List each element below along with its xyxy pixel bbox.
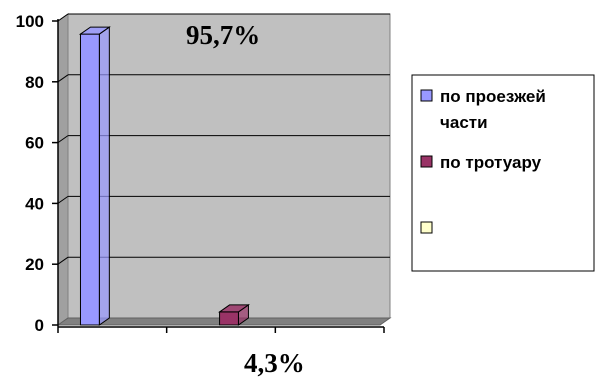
y-axis-ticks: 0 20 40 60 80 100 xyxy=(16,12,58,335)
gridline-diagonal-5 xyxy=(57,13,69,22)
y-tick-label-2: 40 xyxy=(25,194,44,213)
bar-1-top xyxy=(78,26,111,35)
y-tick-label-1: 20 xyxy=(25,255,44,274)
gridline-diagonal-3 xyxy=(57,135,69,144)
data-label-second: 4,3% xyxy=(244,348,305,378)
legend-label-series-2: по тротуару xyxy=(440,153,542,172)
legend-swatch-series-3 xyxy=(420,221,433,234)
bar-2-front xyxy=(219,311,239,326)
gridline-diagonal-1 xyxy=(57,256,69,265)
data-label-first: 95,7% xyxy=(186,20,260,50)
bar-1-side xyxy=(98,26,110,326)
legend: по проезжей части по тротуару xyxy=(411,74,595,272)
legend-label-series-1-line-2: части xyxy=(440,113,488,132)
legend-label-series-1-line-1: по проезжей xyxy=(440,87,546,106)
bar-1-front xyxy=(79,33,100,326)
y-tick-label-5: 100 xyxy=(16,12,44,31)
x-axis-ticks xyxy=(57,327,385,333)
legend-swatch-series-1 xyxy=(420,89,433,102)
gridlines xyxy=(57,13,390,265)
y-tick-label-0: 0 xyxy=(35,316,44,335)
plot-side-wall xyxy=(57,13,69,326)
bar-2-top xyxy=(217,304,251,313)
legend-swatch-series-2 xyxy=(420,155,433,168)
y-tick-label-3: 60 xyxy=(25,134,44,153)
bars xyxy=(78,26,251,326)
y-tick-label-4: 80 xyxy=(25,73,44,92)
plot-back-wall xyxy=(67,13,391,319)
gridline-diagonal-4 xyxy=(57,74,69,83)
gridline-diagonal-2 xyxy=(57,195,69,204)
legend-box xyxy=(411,74,595,272)
